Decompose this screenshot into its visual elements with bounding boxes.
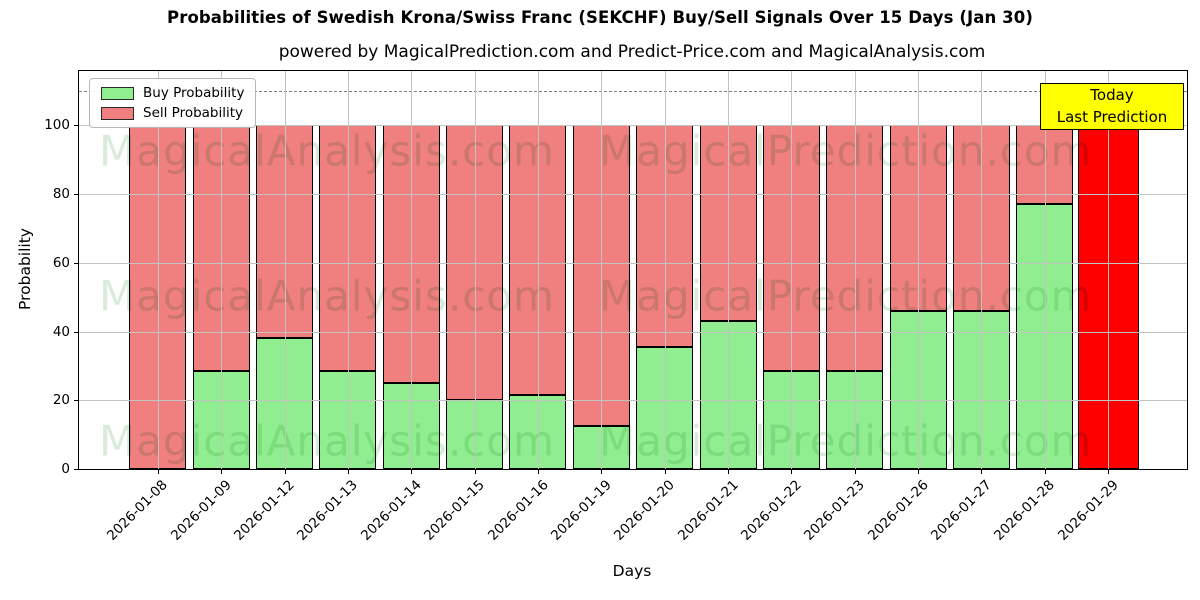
y-tick-label: 80 bbox=[52, 186, 70, 203]
y-tick bbox=[74, 125, 79, 127]
v-gridline bbox=[411, 71, 413, 469]
y-axis-label-wrap: Probability bbox=[12, 70, 38, 468]
v-gridline bbox=[347, 71, 349, 469]
x-tick bbox=[1108, 469, 1110, 474]
y-tick bbox=[74, 331, 79, 333]
x-tick bbox=[664, 469, 666, 474]
page-title: Probabilities of Swedish Krona/Swiss Fra… bbox=[167, 8, 1033, 27]
annotation-line-1: Today bbox=[1090, 86, 1134, 104]
watermark-text: MagicalPrediction.com bbox=[599, 126, 1093, 176]
x-tick-label: 2026-01-16 bbox=[484, 477, 552, 544]
x-tick-label: 2026-01-09 bbox=[167, 477, 235, 544]
annotation-today-box: Today Last Prediction bbox=[1040, 83, 1184, 130]
legend-item-label: Buy Probability bbox=[143, 85, 245, 101]
y-tick-label: 40 bbox=[52, 323, 70, 340]
v-gridline bbox=[474, 71, 476, 469]
h-gridline bbox=[79, 262, 1187, 264]
y-axis-label: Probability bbox=[16, 228, 34, 310]
x-tick bbox=[157, 469, 159, 474]
x-tick-label: 2026-01-29 bbox=[1054, 477, 1122, 544]
v-gridline bbox=[918, 71, 920, 469]
v-gridline bbox=[981, 71, 983, 469]
v-gridline bbox=[601, 71, 603, 469]
x-tick bbox=[1044, 469, 1046, 474]
x-tick-label: 2026-01-21 bbox=[674, 477, 742, 544]
x-tick bbox=[981, 469, 983, 474]
y-tick bbox=[74, 262, 79, 264]
x-axis-label: Days bbox=[612, 562, 652, 580]
dashed-threshold-line bbox=[79, 90, 1187, 92]
watermark-text: MagicalAnalysis.com bbox=[99, 126, 555, 176]
v-gridline bbox=[728, 71, 730, 469]
v-gridline bbox=[157, 71, 159, 469]
plot-area: Buy Probability Sell Probability Today L… bbox=[44, 70, 1188, 544]
x-tick-label: 2026-01-20 bbox=[611, 477, 678, 544]
x-tick bbox=[854, 469, 856, 474]
h-gridline bbox=[79, 125, 1187, 127]
x-tick-label: 2026-01-12 bbox=[231, 477, 298, 544]
legend-item-buy: Buy Probability bbox=[101, 86, 244, 100]
watermark-text: MagicalAnalysis.com bbox=[99, 416, 555, 466]
v-gridline bbox=[1108, 71, 1110, 469]
v-gridline bbox=[1044, 71, 1046, 469]
y-tick-label: 0 bbox=[61, 461, 70, 477]
y-tick bbox=[74, 400, 79, 402]
buy-swatch-icon bbox=[101, 86, 134, 100]
v-gridline bbox=[854, 71, 856, 469]
x-tick bbox=[221, 469, 223, 474]
x-tick bbox=[728, 469, 730, 474]
watermark-text: MagicalPrediction.com bbox=[599, 271, 1093, 321]
x-tick-label: 2026-01-13 bbox=[294, 477, 362, 544]
v-gridline bbox=[664, 71, 666, 469]
x-tick-label: 2026-01-26 bbox=[864, 477, 932, 544]
x-tick-label: 2026-01-23 bbox=[801, 477, 869, 544]
x-tick-label: 2026-01-28 bbox=[991, 477, 1059, 544]
x-tick-label: 2026-01-27 bbox=[927, 477, 995, 544]
sell-swatch-icon bbox=[101, 106, 134, 120]
x-tick-label: 2026-01-14 bbox=[357, 477, 425, 544]
h-gridline bbox=[79, 400, 1187, 402]
y-tick-label: 60 bbox=[52, 254, 70, 271]
y-tick bbox=[74, 469, 79, 470]
x-tick bbox=[791, 469, 793, 474]
y-tick-label: 20 bbox=[52, 392, 70, 409]
x-tick bbox=[347, 469, 349, 474]
y-tick-label: 100 bbox=[44, 117, 70, 134]
legend-item-label: Sell Probability bbox=[143, 105, 244, 121]
x-tick bbox=[537, 469, 539, 474]
x-tick-label: 2026-01-08 bbox=[104, 477, 172, 544]
watermark-text: MagicalPrediction.com bbox=[599, 416, 1093, 466]
x-tick bbox=[918, 469, 920, 474]
x-tick-label: 2026-01-15 bbox=[421, 477, 488, 544]
legend: Buy Probability Sell Probability bbox=[89, 78, 257, 128]
v-gridline bbox=[221, 71, 223, 469]
h-gridline bbox=[79, 331, 1187, 333]
y-tick bbox=[74, 194, 79, 196]
x-tick bbox=[601, 469, 603, 474]
legend-item-sell: Sell Probability bbox=[101, 106, 244, 120]
x-tick-label: 2026-01-22 bbox=[737, 477, 805, 544]
x-tick bbox=[411, 469, 413, 474]
h-gridline bbox=[79, 194, 1187, 196]
x-tick bbox=[474, 469, 476, 474]
v-gridline bbox=[537, 71, 539, 469]
v-gridline bbox=[791, 71, 793, 469]
watermark-text: MagicalAnalysis.com bbox=[99, 271, 555, 321]
v-gridline bbox=[284, 71, 286, 469]
annotation-line-2: Last Prediction bbox=[1056, 107, 1168, 126]
x-tick-label: 2026-01-19 bbox=[547, 477, 615, 544]
x-tick bbox=[284, 469, 286, 474]
page-subtitle: powered by MagicalPrediction.com and Pre… bbox=[278, 42, 986, 62]
